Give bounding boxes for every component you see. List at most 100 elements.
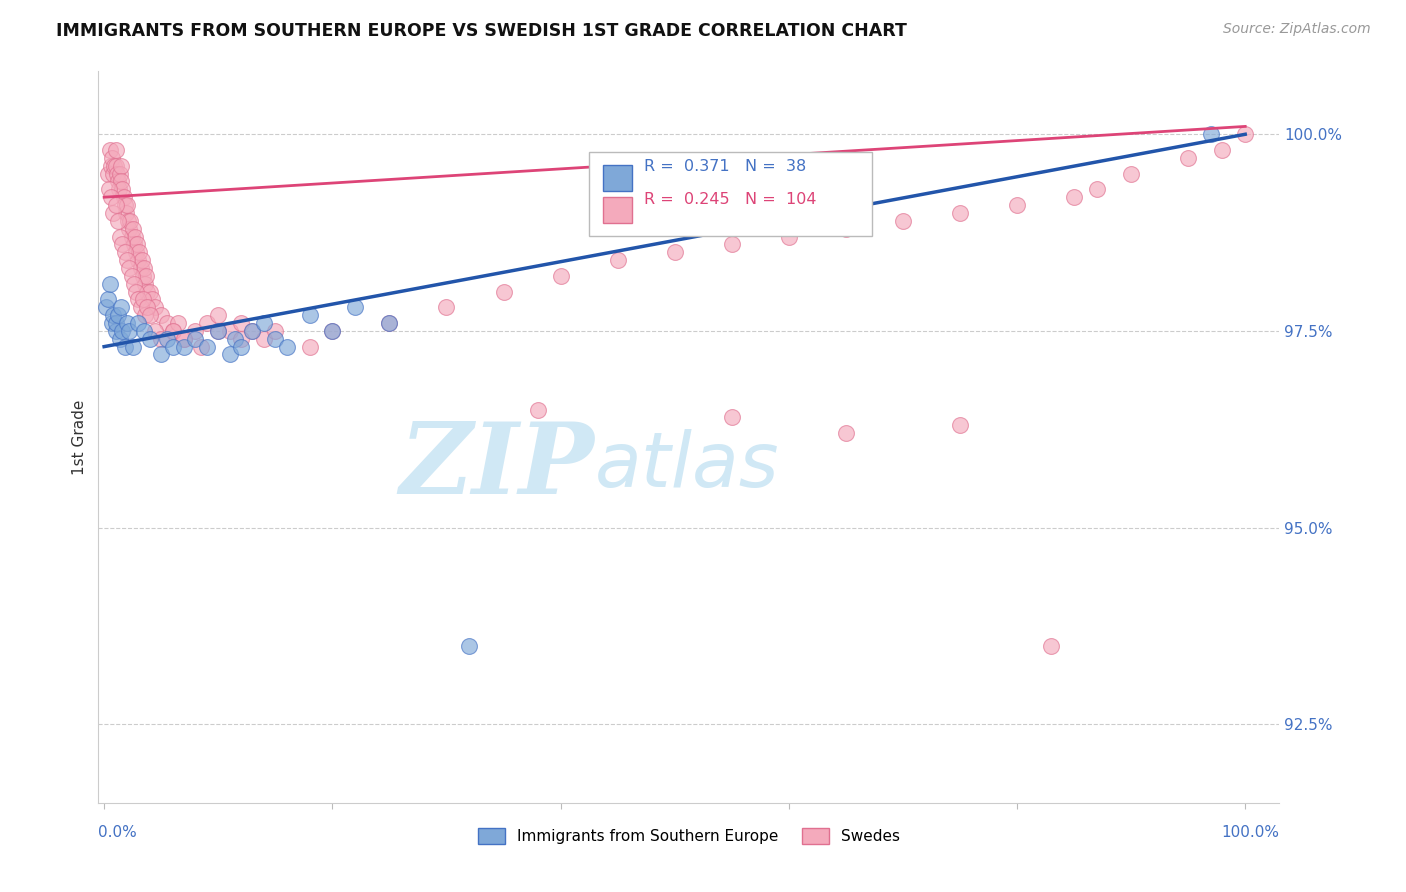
Point [132, 324, 155, 338]
Point [128, 245, 150, 260]
Point [104, 316, 127, 330]
Point [173, 332, 195, 346]
Point [276, 340, 298, 354]
Point [132, 293, 155, 307]
Point [1199, 128, 1222, 142]
Point [121, 268, 143, 283]
Point [108, 332, 131, 346]
Point [121, 229, 143, 244]
Point [720, 410, 742, 425]
Point [162, 324, 184, 338]
Point [96, 167, 118, 181]
Point [1040, 639, 1063, 653]
Point [150, 347, 173, 361]
Point [167, 316, 190, 330]
Point [141, 293, 163, 307]
Point [321, 324, 343, 338]
Point [127, 316, 149, 330]
Point [108, 229, 131, 244]
Text: atlas: atlas [595, 429, 779, 503]
Point [127, 293, 149, 307]
Point [436, 301, 458, 315]
Point [104, 198, 127, 212]
Point [1177, 151, 1199, 165]
Point [378, 316, 401, 330]
Point [121, 340, 143, 354]
Bar [603, 197, 633, 223]
Point [131, 253, 153, 268]
Point [110, 301, 132, 315]
Point [107, 308, 129, 322]
Point [107, 174, 129, 188]
Point [156, 332, 179, 346]
Point [526, 402, 548, 417]
Point [218, 347, 240, 361]
Point [110, 159, 132, 173]
Point [122, 277, 145, 291]
Point [105, 167, 128, 181]
Point [103, 308, 125, 322]
Point [96, 293, 118, 307]
Point [103, 167, 125, 181]
Point [108, 167, 131, 181]
FancyBboxPatch shape [589, 152, 872, 235]
Point [321, 324, 343, 338]
Point [778, 229, 800, 244]
Point [253, 316, 276, 330]
Point [114, 340, 136, 354]
Point [298, 308, 321, 322]
Point [100, 190, 122, 204]
Text: R =  0.245   N =  104: R = 0.245 N = 104 [644, 192, 817, 207]
Point [111, 237, 134, 252]
Text: Source: ZipAtlas.com: Source: ZipAtlas.com [1223, 22, 1371, 37]
Point [207, 324, 229, 338]
Point [606, 253, 628, 268]
Point [173, 340, 195, 354]
Point [98, 277, 121, 291]
Point [101, 151, 124, 165]
Point [145, 301, 167, 315]
Point [115, 253, 138, 268]
Point [1119, 167, 1142, 181]
Point [115, 316, 138, 330]
Point [100, 159, 122, 173]
Y-axis label: 1st Grade: 1st Grade [72, 400, 87, 475]
Point [124, 229, 146, 244]
Point [104, 143, 127, 157]
Point [104, 159, 127, 173]
Point [132, 260, 155, 275]
Point [949, 418, 972, 433]
Point [103, 159, 125, 173]
Point [112, 190, 135, 204]
Point [98, 143, 121, 157]
Point [835, 426, 858, 441]
Point [242, 324, 264, 338]
Legend: Immigrants from Southern Europe, Swedes: Immigrants from Southern Europe, Swedes [471, 822, 907, 850]
Point [110, 174, 132, 188]
Point [96, 301, 118, 315]
Point [1005, 198, 1028, 212]
Point [104, 324, 127, 338]
Point [184, 324, 207, 338]
Point [118, 260, 141, 275]
Point [103, 206, 125, 220]
Point [173, 332, 195, 346]
Point [125, 285, 148, 299]
Point [111, 324, 134, 338]
Point [150, 332, 173, 346]
Point [344, 301, 367, 315]
Point [127, 237, 149, 252]
Point [117, 214, 139, 228]
Point [127, 253, 149, 268]
Point [264, 332, 287, 346]
Point [139, 332, 162, 346]
Point [218, 324, 240, 338]
Point [134, 308, 156, 322]
Point [156, 316, 179, 330]
Point [129, 301, 152, 315]
Point [184, 332, 207, 346]
Point [97, 182, 120, 196]
Point [720, 237, 742, 252]
Point [101, 316, 124, 330]
Point [458, 639, 481, 653]
